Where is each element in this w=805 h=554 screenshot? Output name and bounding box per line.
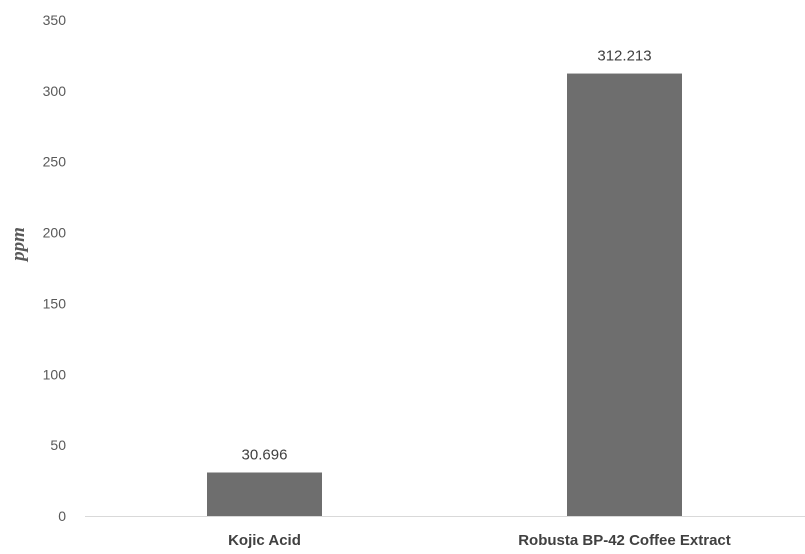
y-axis-title: ppm — [8, 227, 29, 263]
bars — [207, 73, 682, 517]
y-tick-label: 150 — [43, 295, 67, 311]
y-axis-ticks: 0 50 100 150 200 250 300 350 — [43, 12, 67, 524]
y-tick-label: 0 — [58, 508, 66, 524]
bar-value-label: 312.213 — [597, 48, 651, 65]
category-labels: Kojic Acid Robusta BP-42 Coffee Extract — [228, 532, 731, 549]
y-tick-label: 50 — [50, 437, 66, 453]
y-tick-label: 200 — [43, 225, 67, 241]
data-labels: 30.696 312.213 — [242, 48, 652, 464]
y-tick-label: 300 — [43, 83, 67, 99]
y-tick-label: 350 — [43, 12, 67, 28]
y-tick-label: 250 — [43, 154, 67, 170]
bar — [567, 73, 682, 517]
bar — [207, 472, 322, 516]
bar-value-label: 30.696 — [242, 446, 288, 463]
y-tick-label: 100 — [43, 366, 67, 382]
category-label: Kojic Acid — [228, 532, 301, 549]
category-label: Robusta BP-42 Coffee Extract — [518, 532, 731, 549]
